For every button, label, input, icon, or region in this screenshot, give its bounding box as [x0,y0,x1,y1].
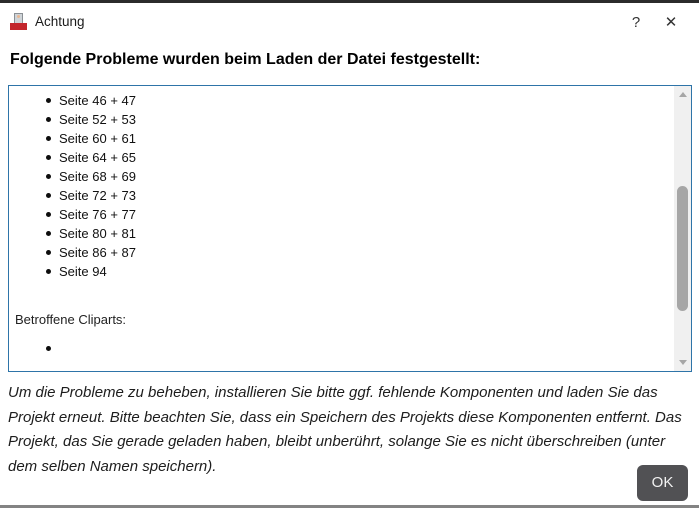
cliparts-section-label: Betroffene Cliparts: [15,312,127,327]
problem-list-content: Seite 46 + 47 Seite 52 + 53 Seite 60 + 6… [9,86,674,371]
affected-cliparts-list [9,339,674,358]
window-bottom-edge [0,505,699,508]
list-item: Seite 94 [46,262,674,281]
list-item: Seite 60 + 61 [46,129,674,148]
list-item: Seite 76 + 77 [46,205,674,224]
close-button[interactable]: ✕ [659,10,683,36]
app-icon [10,13,27,30]
list-item [46,339,674,358]
vertical-scrollbar[interactable] [674,86,691,371]
app-icon-red-base [10,23,27,30]
list-item: Seite 52 + 53 [46,110,674,129]
arrow-down-icon [678,360,687,365]
window-title: Achtung [35,14,85,29]
affected-pages-list: Seite 46 + 47 Seite 52 + 53 Seite 60 + 6… [9,91,674,281]
scrollbar-thumb[interactable] [677,186,688,311]
title-bar: Achtung ? ✕ [0,3,699,43]
list-item: Seite 68 + 69 [46,167,674,186]
list-item: Seite 46 + 47 [46,91,674,110]
scroll-up-button[interactable] [674,86,691,103]
list-item: Seite 86 + 87 [46,243,674,262]
scroll-down-button[interactable] [674,354,691,371]
footer-note: Um die Probleme zu beheben, installieren… [8,384,682,475]
ok-button[interactable]: OK [637,465,688,501]
help-button[interactable]: ? [626,11,646,35]
list-item: Seite 72 + 73 [46,186,674,205]
list-item: Seite 64 + 65 [46,148,674,167]
problem-list-box: Seite 46 + 47 Seite 52 + 53 Seite 60 + 6… [8,85,692,372]
arrow-up-icon [678,92,687,97]
dialog-heading: Folgende Probleme wurden beim Laden der … [10,51,481,68]
list-item: Seite 80 + 81 [46,224,674,243]
